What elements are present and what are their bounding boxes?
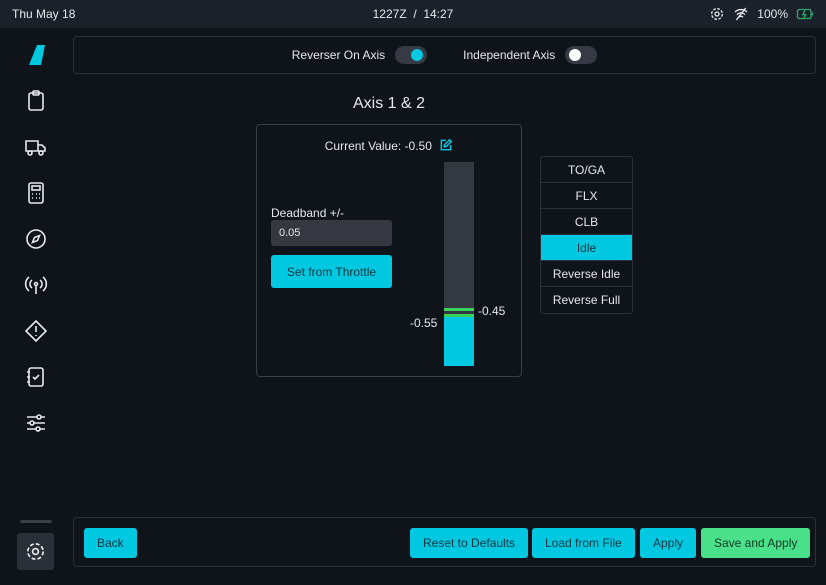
detent-idle[interactable]: Idle bbox=[541, 235, 632, 261]
reset-defaults-button[interactable]: Reset to Defaults bbox=[410, 528, 529, 558]
deadband-label: Deadband +/- bbox=[271, 206, 345, 220]
reverser-on-axis-label: Reverser On Axis bbox=[291, 48, 386, 62]
deadband-upper-label: -0.45 bbox=[478, 303, 506, 318]
truck-icon[interactable] bbox=[24, 135, 48, 159]
detent-flx[interactable]: FLX bbox=[541, 183, 632, 209]
compass-icon[interactable] bbox=[24, 227, 48, 251]
load-file-button[interactable]: Load from File bbox=[532, 528, 635, 558]
deadband-lower-label: -0.55 bbox=[410, 316, 438, 331]
independent-axis-toggle[interactable] bbox=[565, 46, 598, 64]
deadband-input[interactable] bbox=[271, 220, 392, 246]
deadband-upper-line bbox=[444, 307, 474, 311]
independent-axis-label: Independent Axis bbox=[463, 48, 556, 62]
axis-options-bar: Reverser On Axis Independent Axis bbox=[73, 36, 816, 74]
apply-button[interactable]: Apply bbox=[640, 528, 697, 558]
detent-reverse-idle[interactable]: Reverse Idle bbox=[541, 261, 632, 287]
page-title: Axis 1 & 2 bbox=[352, 95, 426, 112]
checklist-icon[interactable] bbox=[24, 365, 48, 389]
sliders-icon[interactable] bbox=[24, 411, 48, 435]
set-from-throttle-button[interactable]: Set from Throttle bbox=[271, 255, 392, 288]
battery-charging-icon bbox=[796, 8, 814, 20]
clipboard-icon[interactable] bbox=[24, 89, 48, 113]
antenna-icon[interactable] bbox=[24, 273, 48, 297]
status-bar: Thu May 18 1227Z / 14:27 100% bbox=[0, 0, 826, 28]
back-button[interactable]: Back bbox=[84, 528, 137, 558]
logo bbox=[29, 45, 45, 65]
gear-icon[interactable] bbox=[709, 6, 725, 22]
axis-bar bbox=[444, 162, 474, 366]
detent-list: TO/GA FLX CLB Idle Reverse Idle Reverse Full bbox=[540, 156, 633, 314]
deadband-lower-line bbox=[444, 314, 474, 318]
battery-level: 100% bbox=[757, 7, 788, 21]
footer-bar: Back Reset to Defaults Load from File Ap… bbox=[73, 517, 816, 567]
status-date: Thu May 18 bbox=[12, 7, 76, 21]
sidebar-divider bbox=[20, 520, 52, 523]
warning-icon[interactable] bbox=[24, 319, 48, 343]
reverser-on-axis-toggle[interactable] bbox=[395, 46, 428, 64]
detent-reverse-full[interactable]: Reverse Full bbox=[552, 293, 621, 307]
save-apply-button[interactable]: Save and Apply bbox=[701, 528, 811, 558]
axis-fill bbox=[444, 315, 474, 366]
edit-icon[interactable] bbox=[439, 138, 453, 152]
detent-to-ga[interactable]: TO/GA bbox=[541, 157, 632, 183]
gear-icon bbox=[26, 542, 45, 561]
calculator-icon[interactable] bbox=[24, 181, 48, 205]
detent-clb[interactable]: CLB bbox=[541, 209, 632, 235]
sidebar bbox=[0, 28, 72, 585]
settings-button[interactable] bbox=[17, 533, 54, 570]
wifi-off-icon bbox=[734, 7, 748, 21]
status-time: 1227Z / 14:27 bbox=[372, 7, 454, 21]
axis-card: Current Value: -0.50 Deadband +/- Set fr… bbox=[256, 124, 522, 377]
current-value: Current Value: -0.50 bbox=[324, 139, 432, 153]
